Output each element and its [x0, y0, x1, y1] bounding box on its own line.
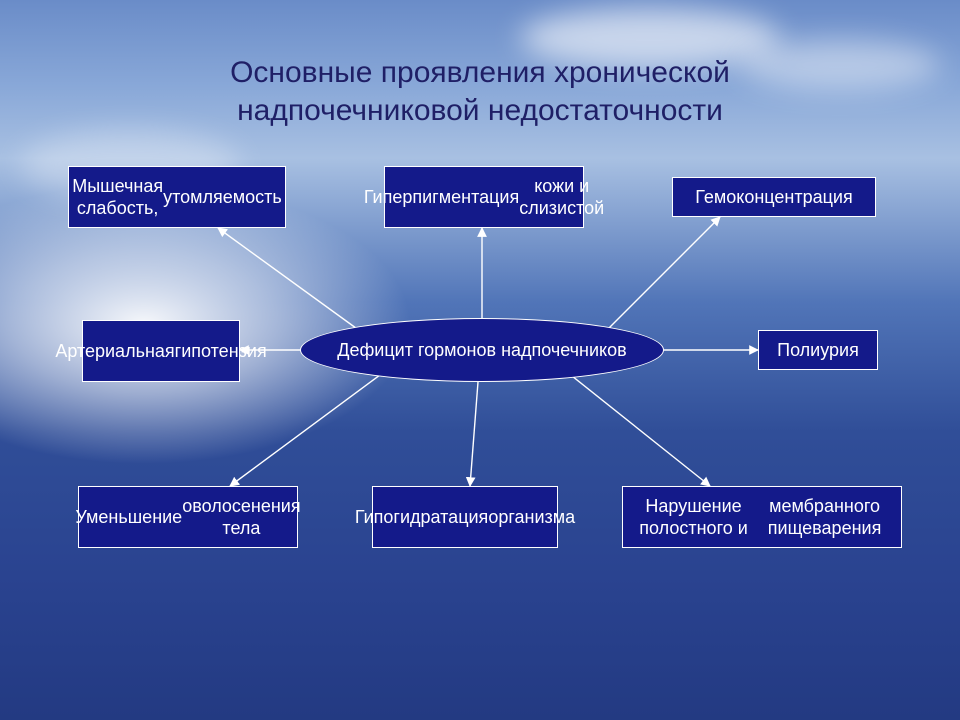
node-label: Гипогидратация — [355, 506, 488, 529]
node-label: Гиперпигментация — [364, 186, 519, 209]
node-label: Уменьшение — [75, 506, 182, 529]
node-n8: Нарушение полостного имембранного пищева… — [622, 486, 902, 548]
node-label: Нарушение полостного и — [631, 495, 756, 540]
node-n6: Уменьшениеоволосенения тела — [78, 486, 298, 548]
node-n1: Мышечная слабость,утомляемость — [68, 166, 286, 228]
node-label: кожи и слизистой — [519, 175, 604, 220]
title-line-2: надпочечниковой недостаточности — [237, 94, 723, 127]
node-label: Полиурия — [777, 339, 859, 362]
node-label: гипотензия — [175, 340, 267, 363]
node-label: Мышечная слабость, — [72, 175, 163, 220]
connector-line — [230, 372, 384, 486]
node-n7: Гипогидратацияорганизма — [372, 486, 558, 548]
connector-line — [572, 376, 710, 486]
node-label: организма — [488, 506, 575, 529]
node-label: Артериальная — [55, 340, 174, 363]
title-line-1: Основные проявления хронической — [230, 56, 730, 89]
node-label: мембранного пищеварения — [756, 495, 893, 540]
connector-line — [218, 228, 360, 331]
center-label: Дефицит гормонов надпочечников — [337, 340, 626, 361]
node-n4: Артериальнаягипотензия — [82, 320, 240, 382]
node-n5: Полиурия — [758, 330, 878, 370]
center-node: Дефицит гормонов надпочечников — [300, 318, 664, 382]
node-label: Гемоконцентрация — [695, 186, 852, 209]
node-label: утомляемость — [163, 186, 282, 209]
node-n2: Гиперпигментациякожи и слизистой — [384, 166, 584, 228]
node-n3: Гемоконцентрация — [672, 177, 876, 217]
slide-title: Основные проявления хронической надпочеч… — [0, 54, 960, 129]
connector-line — [470, 382, 478, 486]
connector-line — [606, 217, 720, 331]
node-label: оволосенения тела — [182, 495, 300, 540]
